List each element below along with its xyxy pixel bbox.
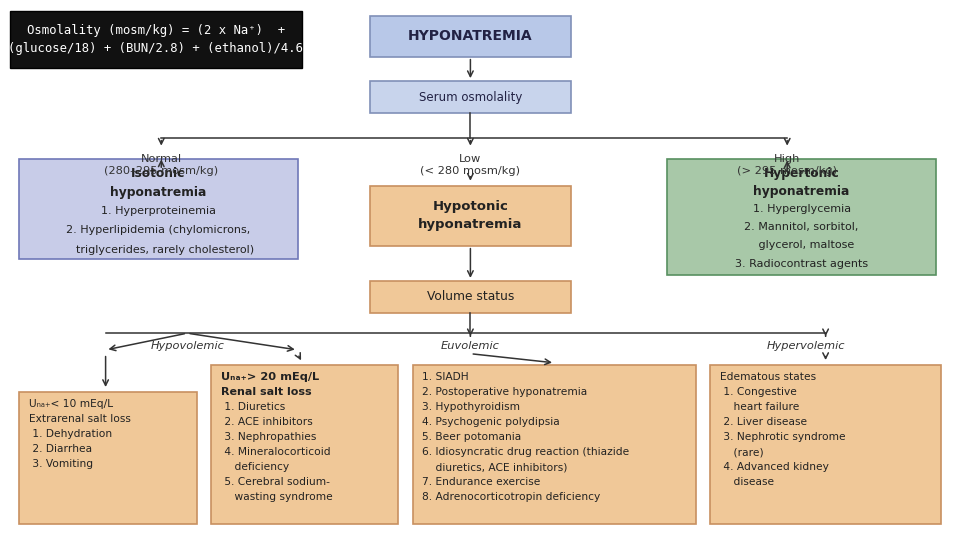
FancyBboxPatch shape: [667, 159, 936, 275]
Text: HYPONATREMIA: HYPONATREMIA: [408, 30, 533, 43]
Text: 2. Hyperlipidemia (chylomicrons,: 2. Hyperlipidemia (chylomicrons,: [66, 225, 251, 235]
FancyBboxPatch shape: [370, 81, 571, 113]
Text: 2. Postoperative hyponatremia: 2. Postoperative hyponatremia: [422, 387, 588, 397]
FancyBboxPatch shape: [413, 364, 696, 524]
Text: hyponatremia: hyponatremia: [110, 186, 206, 199]
Text: High
(> 295 mosm/kg): High (> 295 mosm/kg): [737, 154, 837, 176]
FancyBboxPatch shape: [370, 16, 571, 57]
FancyBboxPatch shape: [10, 11, 302, 68]
Text: disease: disease: [720, 477, 774, 488]
Text: 1. Diuretics: 1. Diuretics: [221, 402, 285, 412]
Text: Euvolemic: Euvolemic: [441, 341, 500, 350]
Text: 3. Hypothyroidism: 3. Hypothyroidism: [422, 402, 520, 412]
Text: Uₙₐ₊> 20 mEq/L: Uₙₐ₊> 20 mEq/L: [221, 372, 319, 382]
Text: Extrarenal salt loss: Extrarenal salt loss: [29, 414, 131, 424]
FancyBboxPatch shape: [710, 364, 941, 524]
Text: 1. Congestive: 1. Congestive: [720, 387, 797, 397]
Text: triglycerides, rarely cholesterol): triglycerides, rarely cholesterol): [62, 245, 254, 255]
FancyBboxPatch shape: [211, 364, 398, 524]
Text: 3. Radiocontrast agents: 3. Radiocontrast agents: [735, 259, 868, 269]
Text: Uₙₐ₊< 10 mEq/L: Uₙₐ₊< 10 mEq/L: [29, 399, 113, 409]
FancyBboxPatch shape: [19, 392, 197, 524]
Text: Hypovolemic: Hypovolemic: [151, 341, 224, 350]
Text: 1. SIADH: 1. SIADH: [422, 372, 469, 382]
Text: 5. Beer potomania: 5. Beer potomania: [422, 432, 521, 442]
Text: 2. Diarrhea: 2. Diarrhea: [29, 444, 92, 454]
Text: Osmolality (mosm/kg) = (2 x Na⁺)  +
(glucose/18) + (BUN/2.8) + (ethanol)/4.6: Osmolality (mosm/kg) = (2 x Na⁺) + (gluc…: [9, 24, 303, 55]
Text: 3. Nephropathies: 3. Nephropathies: [221, 432, 316, 442]
Text: deficiency: deficiency: [221, 462, 289, 472]
Text: 2. ACE inhibitors: 2. ACE inhibitors: [221, 417, 313, 427]
Text: 5. Cerebral sodium-: 5. Cerebral sodium-: [221, 477, 330, 488]
Text: 4. Psychogenic polydipsia: 4. Psychogenic polydipsia: [422, 417, 560, 427]
Text: 6. Idiosyncratic drug reaction (thiazide: 6. Idiosyncratic drug reaction (thiazide: [422, 447, 630, 457]
Text: 1. Hyperglycemia: 1. Hyperglycemia: [753, 204, 851, 214]
FancyBboxPatch shape: [19, 159, 298, 259]
Text: Isotonic: Isotonic: [132, 167, 185, 180]
Text: 4. Advanced kidney: 4. Advanced kidney: [720, 462, 828, 472]
Text: 3. Vomiting: 3. Vomiting: [29, 459, 93, 469]
Text: Low
(< 280 mosm/kg): Low (< 280 mosm/kg): [420, 154, 520, 176]
Text: 2. Liver disease: 2. Liver disease: [720, 417, 807, 427]
Text: (rare): (rare): [720, 447, 763, 457]
Text: 2. Mannitol, sorbitol,: 2. Mannitol, sorbitol,: [744, 222, 859, 232]
Text: Hypervolemic: Hypervolemic: [767, 341, 846, 350]
Text: Edematous states: Edematous states: [720, 372, 816, 382]
FancyBboxPatch shape: [370, 281, 571, 313]
Text: hyponatremia: hyponatremia: [754, 185, 850, 198]
Text: 8. Adrenocorticotropin deficiency: 8. Adrenocorticotropin deficiency: [422, 492, 601, 503]
Text: Volume status: Volume status: [426, 291, 515, 303]
Text: 7. Endurance exercise: 7. Endurance exercise: [422, 477, 540, 488]
Text: 1. Dehydration: 1. Dehydration: [29, 429, 112, 439]
Text: 3. Nephrotic syndrome: 3. Nephrotic syndrome: [720, 432, 846, 442]
Text: Serum osmolality: Serum osmolality: [419, 91, 522, 104]
Text: wasting syndrome: wasting syndrome: [221, 492, 332, 503]
Text: glycerol, maltose: glycerol, maltose: [749, 240, 854, 251]
Text: 4. Mineralocorticoid: 4. Mineralocorticoid: [221, 447, 330, 457]
Text: Hypotonic
hyponatremia: Hypotonic hyponatremia: [419, 200, 522, 232]
Text: Renal salt loss: Renal salt loss: [221, 387, 311, 397]
Text: 1. Hyperproteinemia: 1. Hyperproteinemia: [101, 206, 216, 216]
Text: Hypertonic: Hypertonic: [764, 167, 839, 180]
Text: diuretics, ACE inhibitors): diuretics, ACE inhibitors): [422, 462, 567, 472]
Text: Normal
(280–295 mosm/kg): Normal (280–295 mosm/kg): [105, 154, 218, 176]
FancyBboxPatch shape: [370, 186, 571, 246]
Text: heart failure: heart failure: [720, 402, 800, 412]
